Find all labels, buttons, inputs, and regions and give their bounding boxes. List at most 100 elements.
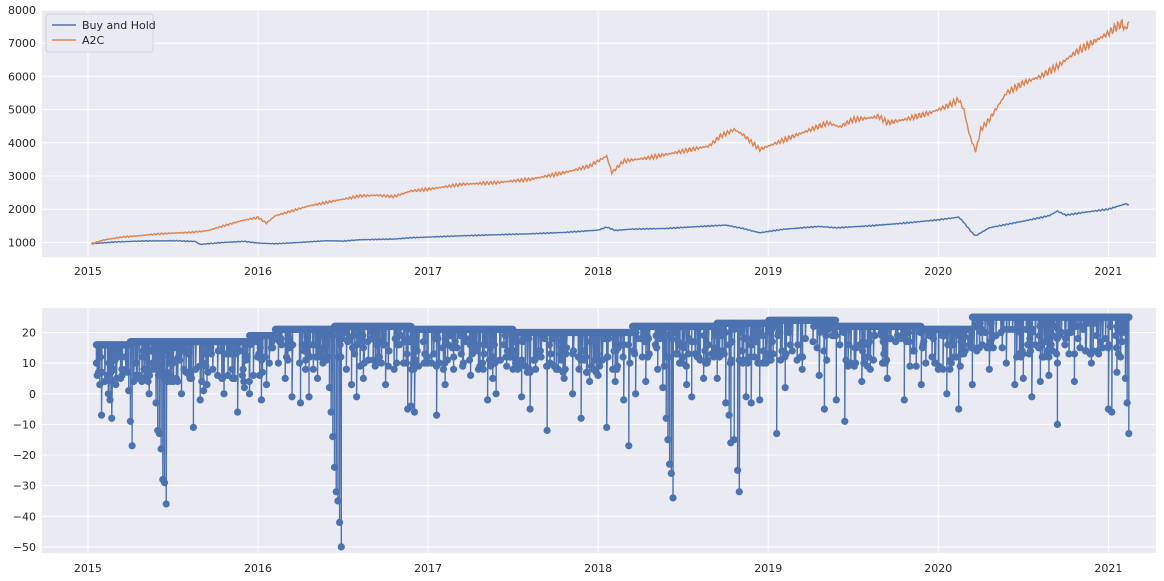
bottom-series-marker <box>728 338 736 346</box>
bottom-series-marker <box>955 332 963 340</box>
bottom-series-marker <box>750 353 759 361</box>
bottom-series-marker <box>625 442 633 450</box>
bottom-series-marker <box>688 393 696 401</box>
bottom-series-marker <box>966 335 974 343</box>
bottom-series-marker <box>1119 322 1127 330</box>
bottom-series-marker <box>255 350 263 358</box>
bottom-series-marker <box>243 353 251 361</box>
bottom-series-marker <box>773 430 781 438</box>
top-grid <box>42 9 1156 257</box>
x-tick-label: 2017 <box>414 265 442 278</box>
bottom-series-marker <box>200 387 208 395</box>
bottom-series-marker <box>577 414 585 422</box>
bottom-series-marker <box>216 347 224 355</box>
bottom-series-marker <box>968 381 976 389</box>
bottom-series-marker <box>720 350 728 358</box>
bottom-series-marker <box>587 338 595 346</box>
bottom-series-marker <box>1123 399 1131 407</box>
bottom-series-marker <box>176 356 184 364</box>
bottom-series-marker <box>722 328 730 337</box>
bottom-series-marker <box>322 341 330 349</box>
bottom-series-marker <box>1053 420 1061 428</box>
bottom-series-marker <box>313 374 322 382</box>
bottom-series-marker <box>342 365 350 373</box>
bottom-series-marker <box>871 332 879 340</box>
bottom-series-marker <box>433 411 441 419</box>
bottom-series-marker <box>337 353 345 361</box>
bottom-series-marker <box>311 341 319 349</box>
bottom-series-marker <box>253 338 261 346</box>
bottom-series-marker <box>604 353 612 361</box>
bottom-series-marker <box>912 362 920 370</box>
bottom-series-marker <box>240 377 248 386</box>
bottom-series-marker <box>767 356 775 364</box>
bottom-series-marker <box>656 335 664 343</box>
bottom-series-marker <box>484 396 492 404</box>
bottom-series-marker <box>660 362 668 370</box>
bottom-series-marker <box>832 396 840 404</box>
bottom-series-marker <box>815 371 823 379</box>
bottom-series-marker <box>412 356 420 364</box>
bottom-series-marker <box>353 393 361 401</box>
bottom-series-marker <box>525 335 533 343</box>
bottom-series-marker <box>1070 377 1078 386</box>
bottom-series-marker <box>541 335 549 343</box>
bottom-series-marker <box>569 347 578 355</box>
bottom-series-marker <box>489 353 497 361</box>
bottom-series-marker <box>603 423 611 431</box>
bottom-series-marker <box>839 328 847 337</box>
bottom-series-marker <box>277 335 285 343</box>
bottom-series-marker <box>92 359 100 367</box>
bottom-series-marker <box>776 328 784 337</box>
bottom-series-marker <box>712 328 720 337</box>
bottom-series-marker <box>218 374 227 382</box>
y-tick-label: 10 <box>22 357 36 370</box>
y-tick-label: 20 <box>22 327 36 340</box>
bottom-series-marker <box>738 347 746 355</box>
x-tick-label: 2019 <box>754 265 782 278</box>
bottom-series-marker <box>558 338 567 346</box>
bottom-series-marker <box>443 356 452 364</box>
bottom-series-marker <box>537 353 545 361</box>
bottom-series-marker <box>666 460 674 468</box>
bottom-series-marker <box>691 338 699 346</box>
bottom-series-marker <box>402 359 410 367</box>
bottom-series-marker <box>108 414 116 422</box>
bottom-series-marker <box>752 338 761 346</box>
y-tick-label: 2000 <box>8 203 36 216</box>
x-tick-label: 2020 <box>924 562 952 575</box>
bottom-series-marker <box>642 377 650 386</box>
top-series-group <box>90 18 1130 246</box>
bottom-series-marker <box>801 335 810 343</box>
bottom-series-marker <box>664 436 672 444</box>
bottom-series-marker <box>667 469 675 477</box>
bottom-series-marker <box>1028 393 1036 401</box>
x-tick-label: 2017 <box>414 562 442 575</box>
bottom-series-marker <box>1057 328 1065 337</box>
bottom-series-marker <box>1121 328 1129 337</box>
bottom-series-marker <box>262 381 271 389</box>
bottom-series-marker <box>203 381 211 389</box>
bottom-series-marker <box>1045 371 1053 379</box>
bottom-series-marker <box>869 356 878 364</box>
bottom-series-marker <box>1113 368 1121 376</box>
bottom-series-marker <box>207 350 215 358</box>
y-tick-label: −10 <box>13 418 36 431</box>
bottom-series-marker <box>132 359 140 367</box>
bottom-series-marker <box>151 350 159 358</box>
bottom-series-marker <box>269 344 277 352</box>
bottom-series-marker <box>174 377 182 386</box>
bottom-series-marker <box>110 365 118 373</box>
bottom-series-marker <box>390 365 398 373</box>
bottom-series-marker <box>536 347 545 355</box>
bottom-series-marker <box>97 353 105 361</box>
bottom-series-marker <box>744 359 752 367</box>
bottom-series-marker <box>526 368 534 376</box>
bottom-series-marker <box>1118 338 1126 346</box>
bottom-series-marker <box>434 335 442 343</box>
bottom-series-marker <box>563 344 571 352</box>
bottom-series-marker <box>883 374 891 382</box>
bottom-x-tick-labels: 2015 2016 2017 2018 2019 2020 2021 <box>74 562 1122 575</box>
bottom-series-marker <box>878 332 886 340</box>
bottom-series-marker <box>1011 381 1019 389</box>
